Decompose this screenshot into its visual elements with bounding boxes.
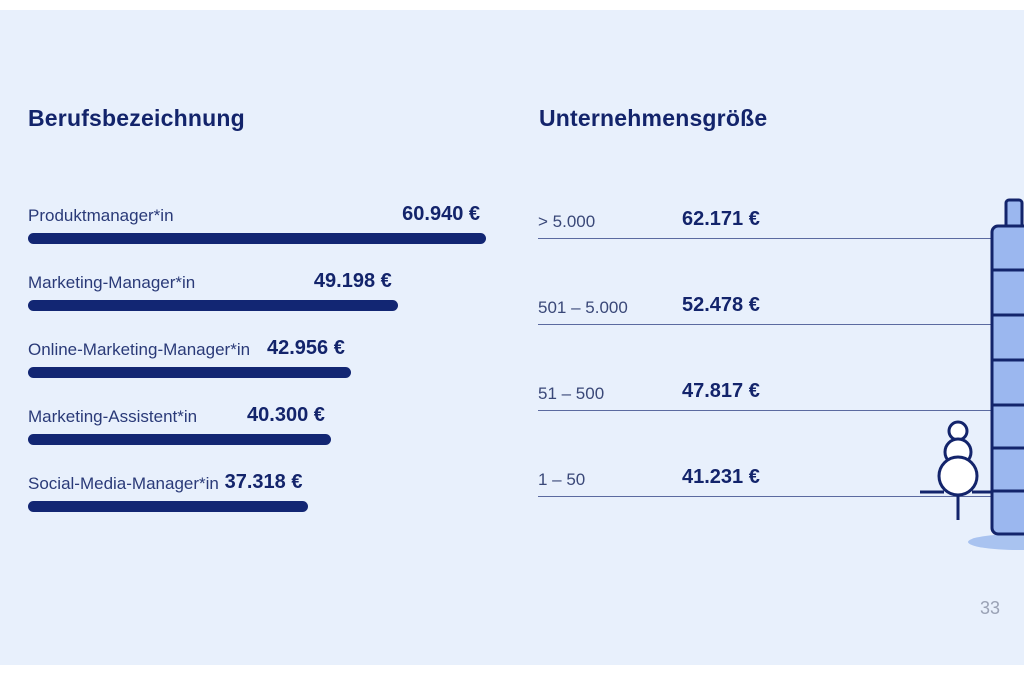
bar-row: Marketing-Manager*in 49.198 € xyxy=(28,270,398,317)
bar-row: Marketing-Assistent*in 40.300 € xyxy=(28,404,331,451)
page-number: 33 xyxy=(980,598,1001,618)
bar-value-label: 60.940 € xyxy=(402,203,480,225)
bar-category-label: Produktmanager*in xyxy=(28,206,174,225)
row-divider xyxy=(538,496,1011,497)
bar-value-label: 40.300 € xyxy=(247,404,325,426)
size-row: 51 – 500 47.817 € xyxy=(538,380,1011,411)
bar xyxy=(28,434,331,445)
bar-value-label: 42.956 € xyxy=(266,337,345,359)
size-row: 501 – 5.000 52.478 € xyxy=(538,294,1011,325)
job-title-chart-title: Berufsbezeichnung xyxy=(28,105,245,131)
row-divider xyxy=(538,324,1011,325)
bar xyxy=(28,233,486,244)
bar-row: Social-Media-Manager*in 37.318 € xyxy=(28,471,309,518)
size-value-label: 47.817 € xyxy=(682,380,760,402)
bar xyxy=(28,300,398,311)
row-divider xyxy=(538,238,1011,239)
company-size-title: Unternehmensgröße xyxy=(539,105,768,131)
size-category-label: 501 – 5.000 xyxy=(538,298,628,317)
size-category-label: > 5.000 xyxy=(538,212,596,231)
bar-row: Online-Marketing-Manager*in 42.956 € xyxy=(28,337,351,384)
bar-category-label: Online-Marketing-Manager*in xyxy=(28,340,251,359)
bar-value-label: 49.198 € xyxy=(313,270,392,292)
row-divider xyxy=(538,410,1011,411)
bar-category-label: Social-Media-Manager*in xyxy=(28,474,219,493)
bar-category-label: Marketing-Assistent*in xyxy=(28,407,198,426)
size-row: 1 – 50 41.231 € xyxy=(538,466,1011,497)
size-value-label: 41.231 € xyxy=(682,466,760,488)
bar-value-label: 37.318 € xyxy=(224,471,303,493)
size-category-label: 1 – 50 xyxy=(538,470,586,489)
bar-category-label: Marketing-Manager*in xyxy=(28,273,196,292)
slide: Berufsbezeichnung Unternehmensgröße Prod… xyxy=(0,10,1024,665)
building-tree-illustration xyxy=(920,198,1024,550)
size-row: > 5.000 62.171 € xyxy=(538,208,1011,239)
size-value-label: 62.171 € xyxy=(682,208,760,230)
size-category-label: 51 – 500 xyxy=(538,384,605,403)
bar xyxy=(28,501,309,512)
size-value-label: 52.478 € xyxy=(682,294,760,316)
bar xyxy=(28,367,351,378)
bar-row: Produktmanager*in 60.940 € xyxy=(28,203,486,250)
